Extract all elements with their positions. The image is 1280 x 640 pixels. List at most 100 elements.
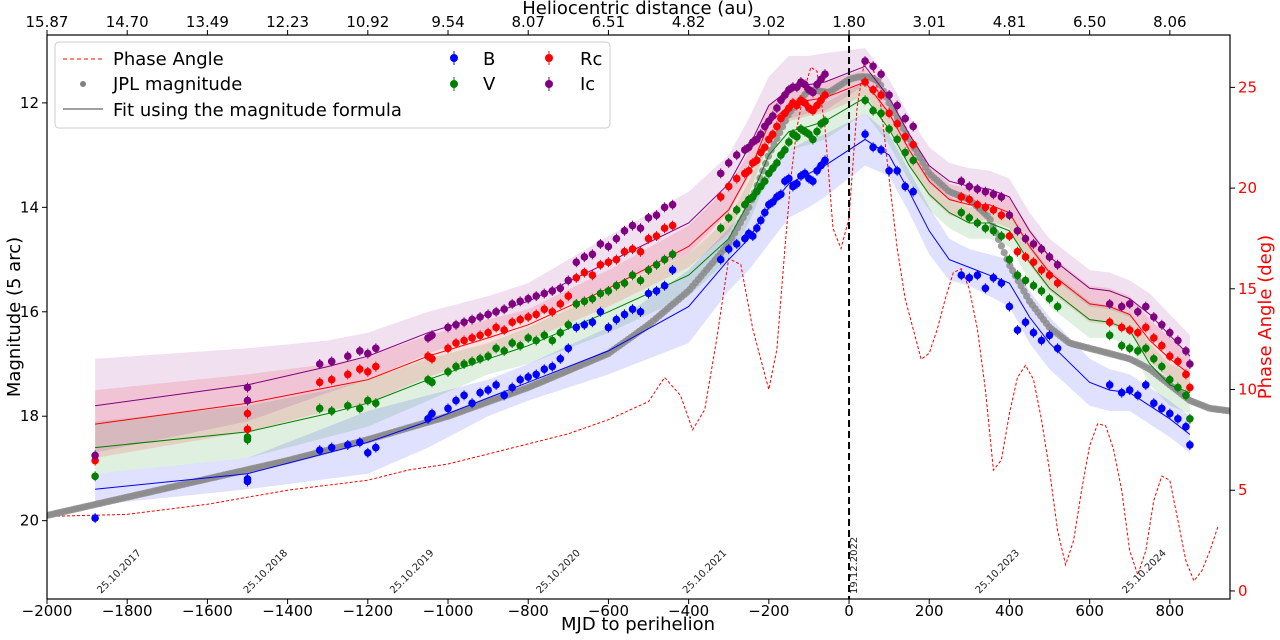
point-Rc (492, 322, 500, 333)
point-B (424, 413, 432, 424)
point-Rc (315, 377, 324, 388)
top-tick-label: 14.70 (106, 13, 149, 31)
point-Ic (877, 69, 885, 80)
point-B (1037, 335, 1046, 346)
point-Ic (604, 241, 613, 252)
point-V (620, 278, 629, 289)
marker-Ic (315, 360, 324, 368)
marker-B (997, 279, 1006, 287)
marker-V (484, 352, 492, 361)
marker-Ic (1134, 308, 1142, 316)
point-B (327, 442, 336, 453)
marker-B (1117, 388, 1126, 397)
marker-Rc (732, 174, 741, 183)
marker-Ic (1158, 321, 1166, 329)
point-V (773, 157, 781, 168)
marker-B (620, 310, 629, 319)
point-B (1053, 343, 1062, 354)
marker-B (877, 146, 885, 154)
marker-B (1142, 381, 1150, 389)
top-tick-label: 15.87 (26, 13, 69, 31)
marker-Ic (516, 297, 524, 306)
marker-B (628, 305, 637, 314)
marker-Ic (757, 130, 765, 138)
point-V (809, 134, 817, 145)
marker-V (793, 133, 801, 141)
marker-Rc (973, 200, 982, 209)
top-tick-label: 6.50 (1073, 13, 1106, 31)
marker-B (524, 373, 532, 381)
marker-V (813, 127, 821, 136)
point-Rc (556, 298, 565, 309)
point-Ic (588, 249, 597, 260)
point-Rc (580, 267, 589, 278)
legend-Rc-label: Rc (580, 49, 602, 70)
marker-Ic (1150, 313, 1158, 321)
marker-Rc (1125, 326, 1134, 334)
marker-V (1021, 276, 1030, 285)
top-tick-label: 8.06 (1153, 13, 1186, 31)
point-B (809, 176, 817, 187)
point-Rc (524, 312, 532, 322)
marker-V (885, 125, 893, 133)
marker-B (660, 281, 669, 290)
point-Ic (428, 330, 436, 341)
marker-V (476, 355, 484, 363)
point-Ic (801, 79, 809, 90)
marker-V (901, 148, 909, 157)
point-V (492, 343, 500, 354)
point-Ic (516, 296, 524, 307)
point-B (813, 165, 821, 176)
marker-V (821, 117, 829, 125)
point-Rc (817, 95, 825, 106)
point-Rc (801, 97, 809, 108)
marker-V (761, 177, 769, 185)
marker-Ic (1182, 347, 1190, 355)
marker-Rc (492, 323, 500, 332)
point-Ic (1125, 298, 1134, 309)
marker-Ic (596, 240, 605, 248)
marker-B (484, 386, 492, 394)
marker-V (644, 266, 653, 274)
marker-B (492, 381, 500, 389)
marker-Ic (1013, 227, 1022, 235)
marker-Ic (997, 193, 1006, 201)
point-V (344, 400, 352, 411)
marker-Ic (243, 396, 252, 405)
point-V (973, 218, 982, 228)
point-V (612, 280, 621, 291)
legend-Ic-swatch (545, 80, 553, 88)
marker-B (981, 284, 990, 293)
marker-B (1021, 318, 1030, 327)
point-Rc (877, 90, 885, 101)
marker-B (1166, 409, 1174, 418)
point-V (909, 155, 917, 166)
marker-B (652, 287, 661, 295)
point-B (817, 160, 825, 171)
point-Ic (532, 291, 540, 302)
marker-Ic (476, 313, 484, 321)
marker-V (500, 347, 509, 355)
marker-Rc (327, 375, 336, 384)
marker-V (1182, 391, 1190, 400)
marker-V (716, 224, 725, 232)
point-V (548, 335, 557, 346)
marker-V (327, 407, 336, 415)
marker-Rc (965, 195, 974, 204)
point-Ic (1005, 210, 1014, 221)
point-V (556, 327, 565, 338)
top-tick-label: 3.02 (752, 13, 785, 31)
top-tick-label: 6.51 (592, 13, 625, 31)
point-Ic (540, 288, 549, 299)
point-V (524, 332, 532, 343)
marker-Ic (492, 308, 500, 316)
marker-B (965, 274, 974, 282)
point-Rc (500, 325, 509, 336)
point-V (805, 129, 813, 140)
x-tick-label: −200 (748, 602, 789, 620)
marker-Ic (781, 91, 789, 99)
marker-Ic (580, 253, 589, 261)
marker-V (981, 224, 990, 232)
marker-B (508, 383, 516, 392)
